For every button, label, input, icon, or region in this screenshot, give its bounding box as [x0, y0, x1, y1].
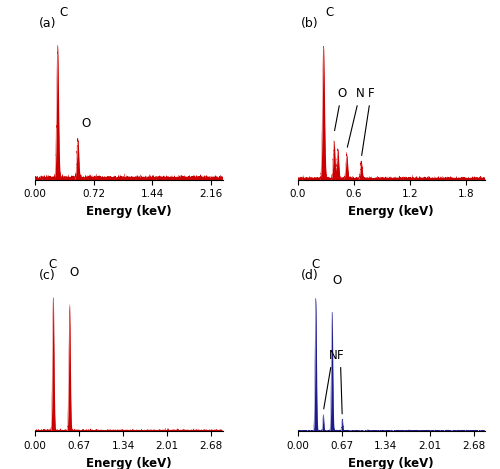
Text: (c): (c): [39, 269, 56, 282]
X-axis label: Energy (keV): Energy (keV): [86, 205, 172, 218]
Text: (d): (d): [301, 269, 319, 282]
Text: C: C: [312, 258, 320, 271]
Text: C: C: [49, 258, 57, 271]
Text: F: F: [337, 349, 344, 414]
Text: O: O: [82, 117, 90, 130]
Text: (b): (b): [301, 17, 319, 30]
X-axis label: Energy (keV): Energy (keV): [348, 205, 434, 218]
Text: (a): (a): [39, 17, 56, 30]
X-axis label: Energy (keV): Energy (keV): [86, 457, 172, 469]
Text: N: N: [324, 349, 337, 409]
Text: O: O: [70, 266, 79, 279]
Text: F: F: [362, 87, 374, 155]
X-axis label: Energy (keV): Energy (keV): [348, 457, 434, 469]
Text: O: O: [332, 274, 342, 287]
Text: C: C: [60, 6, 68, 19]
Text: N: N: [348, 87, 364, 147]
Text: C: C: [326, 6, 334, 19]
Text: O: O: [334, 87, 346, 130]
